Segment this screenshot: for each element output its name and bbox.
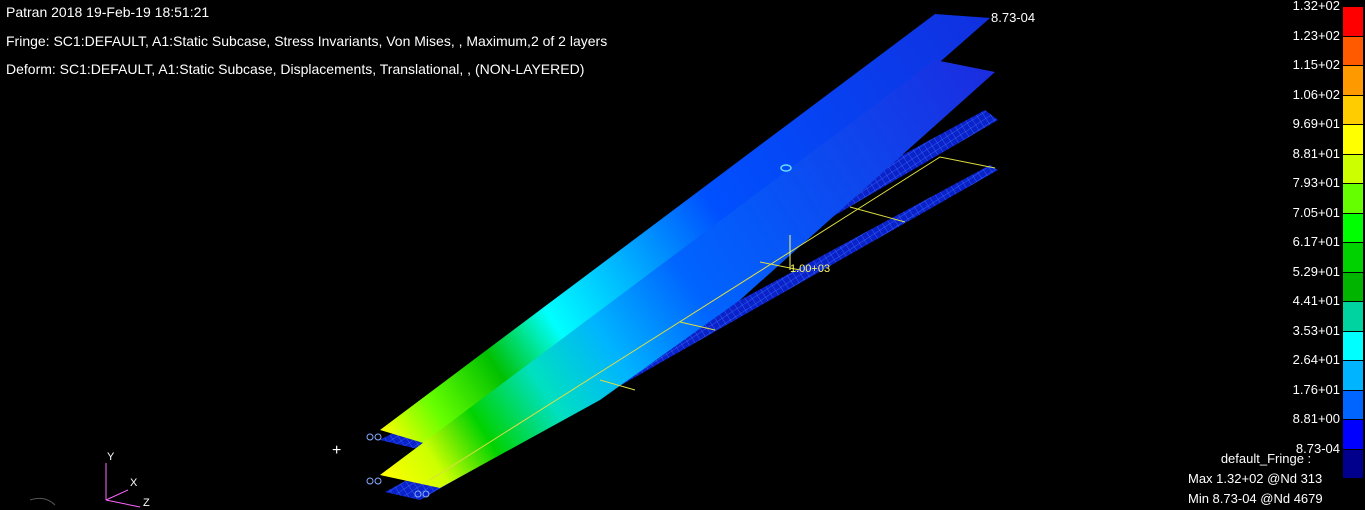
header-title: Patran 2018 19-Feb-19 18:51:21 — [6, 4, 210, 20]
legend-swatch — [1343, 125, 1363, 154]
header-fringe: Fringe: SC1:DEFAULT, A1:Static Subcase, … — [6, 33, 608, 49]
legend-label: 1.15+02 — [1292, 57, 1340, 72]
legend-label: 7.93+01 — [1292, 175, 1340, 190]
fringe-legend: 1.32+02 1.23+02 1.15+02 1.06+02 9.69+01 8.81+… — [1270, 0, 1365, 478]
spar-line — [429, 156, 996, 481]
legend-swatch — [1343, 7, 1363, 36]
legend-swatch — [1343, 213, 1363, 242]
rib-line — [849, 206, 906, 223]
load-value-label: 1.00+03 — [790, 263, 831, 275]
legend-swatch — [1343, 449, 1363, 478]
legend-swatch — [1343, 95, 1363, 124]
legend-label: 1.76+01 — [1292, 381, 1340, 397]
rib-line — [759, 261, 801, 271]
legend-swatch — [1343, 154, 1363, 183]
top-min-label: 8.73-04 — [991, 10, 1036, 25]
legend-label: 2.64+01 — [1292, 352, 1340, 367]
summary-title: default_Fringe : — [1220, 451, 1312, 466]
legend-label: 8.81+00 — [1292, 411, 1340, 426]
legend-label: 6.17+01 — [1292, 234, 1340, 249]
lower-wing-surface — [380, 60, 995, 488]
legend-swatch — [1343, 331, 1363, 360]
summary-max: Max 1.32+02 @Nd 313 — [1188, 471, 1323, 486]
axis-x-label: X — [130, 477, 138, 489]
legend-label: 1.06+02 — [1292, 86, 1340, 102]
cursor-cross: + — [332, 442, 342, 459]
constraint-markers — [366, 433, 430, 498]
legend-label: 8.73-04 — [1295, 440, 1340, 456]
feature-marker — [780, 164, 792, 172]
legend-swatch — [1343, 361, 1363, 390]
legend-swatch — [1343, 243, 1363, 272]
legend-label: 9.69+01 — [1292, 116, 1340, 131]
legend-swatch — [1343, 420, 1363, 449]
legend-swatch — [1343, 302, 1363, 331]
legend-label: 1.32+02 — [1292, 0, 1340, 13]
legend-label: 7.05+01 — [1292, 204, 1340, 220]
upper-wing-surface — [380, 14, 990, 445]
summary-min: Min 8.73-04 @Nd 4679 — [1188, 491, 1323, 506]
legend-swatch — [1343, 184, 1363, 213]
axis-triad — [29, 463, 141, 508]
legend-label: 5.29+01 — [1292, 263, 1340, 279]
header-deform: Deform: SC1:DEFAULT, A1:Static Subcase, … — [6, 61, 585, 77]
legend-label: 1.23+02 — [1292, 27, 1340, 43]
rib-line — [599, 379, 636, 391]
legend-swatch — [1343, 66, 1363, 95]
legend-label: 4.41+01 — [1292, 293, 1340, 308]
rib-line — [679, 321, 716, 331]
legend-swatch — [1343, 36, 1363, 65]
legend-swatch — [1343, 390, 1363, 419]
axis-y-label: Y — [107, 451, 115, 463]
axis-z-label: Z — [143, 497, 150, 509]
legend-label: 3.53+01 — [1292, 322, 1340, 338]
legend-label: 8.81+01 — [1292, 145, 1340, 161]
legend-swatch — [1343, 272, 1363, 301]
fringe-summary: default_Fringe : Max 1.32+02 @Nd 313 Min… — [1188, 449, 1360, 509]
